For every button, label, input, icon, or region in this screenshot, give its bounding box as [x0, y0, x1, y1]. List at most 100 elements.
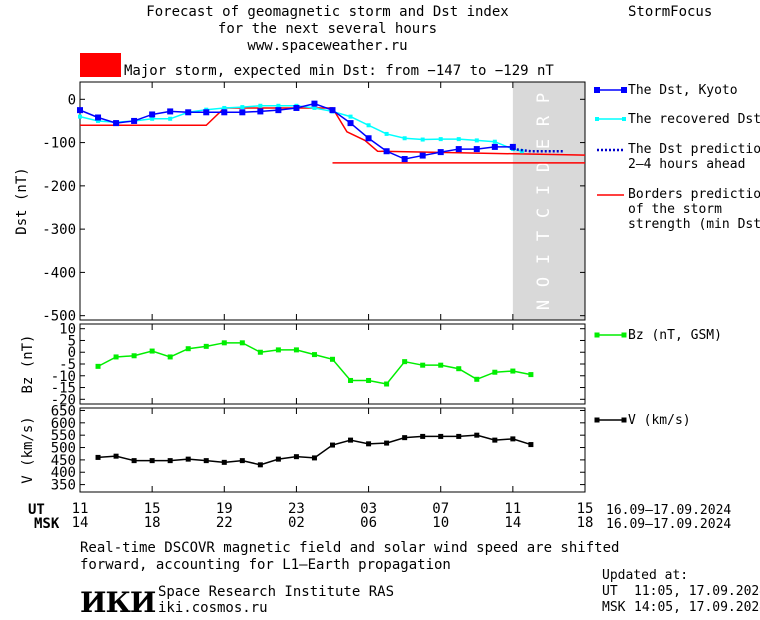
v-point: [167, 458, 173, 464]
recovered-dst-point: [222, 105, 227, 110]
y-tick-label: -5: [59, 357, 76, 373]
v-point: [113, 453, 119, 459]
y-tick-label: 600: [51, 416, 76, 432]
legend-symbol-recovered-marker: [595, 117, 599, 121]
v-point: [438, 433, 444, 439]
footer-note-line2: forward, accounting for L1–Earth propaga…: [80, 557, 451, 573]
bz-point: [474, 376, 480, 382]
bz-point: [330, 356, 335, 362]
y-tick-label: -10: [51, 369, 76, 385]
dst-kyoto-point: [365, 135, 372, 142]
legend-symbol-bz-marker: [621, 332, 627, 338]
legend-dst-kyoto: The Dst, Kyoto: [628, 83, 738, 98]
y-tick-label: 550: [51, 428, 76, 444]
dst-kyoto-point: [329, 107, 336, 114]
ut-axis-label: UT: [28, 502, 45, 518]
bz-point: [275, 347, 281, 353]
y-tick-label: -15: [51, 381, 76, 397]
dst-kyoto-point: [293, 104, 300, 111]
bz-point: [239, 340, 245, 346]
msk-tick-label: 14: [504, 515, 521, 531]
y-tick-label: -400: [42, 265, 76, 281]
bz-point: [438, 362, 444, 368]
prediction-label-letter: O: [534, 277, 554, 287]
updated-label: Updated at:: [602, 568, 689, 583]
prediction-band: [512, 82, 585, 320]
v-point: [384, 440, 390, 446]
y-axis-title: Dst (nT): [14, 167, 30, 234]
legend-dst-prediction-2: 2–4 hours ahead: [628, 157, 746, 172]
bz-point: [95, 363, 101, 369]
borders-upper-line: [80, 107, 586, 156]
y-tick-label: -300: [42, 222, 76, 238]
v-point: [185, 456, 191, 462]
v-point: [366, 441, 372, 447]
dst-kyoto-point: [455, 146, 462, 153]
y-tick-label: 10: [59, 322, 76, 338]
v-point: [402, 435, 408, 441]
dst-kyoto-point: [149, 111, 156, 118]
bz-point: [257, 349, 263, 355]
bz-point: [402, 359, 408, 365]
bz-point: [221, 340, 227, 346]
prediction-label-letter: T: [534, 231, 554, 241]
recovered-dst-point: [402, 136, 407, 141]
legend-symbol-v-marker: [621, 417, 627, 423]
recovered-dst-point: [474, 138, 479, 143]
panel-frame: [79, 407, 586, 493]
ut-tick-label: 15: [577, 501, 594, 517]
bz-point: [311, 352, 317, 358]
bz-point: [293, 347, 299, 353]
ut-tick-label: 03: [360, 501, 377, 517]
dst-kyoto-line: [79, 102, 513, 160]
msk-tick-label: 14: [72, 515, 89, 531]
v-point: [149, 458, 155, 464]
prediction-label-letter: P: [534, 93, 554, 103]
dst-kyoto-point: [347, 120, 354, 127]
recovered-dst-point: [150, 116, 155, 121]
dst-kyoto-point: [491, 143, 498, 150]
bz-line: [97, 342, 532, 385]
storm-forecast-text: Major storm, expected min Dst: from −147…: [124, 63, 554, 79]
legend-dst-prediction-1: The Dst prediction: [628, 142, 760, 157]
recovered-dst-point: [96, 118, 101, 123]
y-tick-label: 500: [51, 441, 76, 457]
dst-kyoto-point: [437, 149, 444, 156]
v-point: [474, 432, 480, 438]
institute-name: Space Research Institute RAS: [158, 584, 395, 600]
dst-kyoto-point: [167, 108, 174, 115]
y-axis-title: Bz (nT): [20, 334, 36, 393]
v-point: [203, 458, 209, 464]
v-point: [239, 458, 245, 464]
recovered-dst-point: [420, 137, 425, 142]
ut-tick-label: 19: [216, 501, 233, 517]
dst-kyoto-point: [509, 143, 516, 150]
prediction-label-letter: R: [534, 115, 554, 126]
dst-kyoto-point: [95, 114, 102, 121]
msk-tick-label: 18: [144, 515, 161, 531]
y-tick-label: -100: [42, 136, 76, 152]
recovered-dst-point: [366, 123, 371, 128]
v-point: [275, 456, 281, 462]
legend-symbol-v-marker: [594, 417, 600, 423]
ut-tick-label: 11: [504, 501, 521, 517]
legend-borders-3: strength (min Dst): [628, 217, 760, 232]
v-point: [330, 442, 335, 448]
dst-kyoto-point: [473, 146, 480, 153]
msk-tick-label: 10: [432, 515, 449, 531]
msk-axis-label: MSK: [34, 516, 60, 532]
y-tick-label: 350: [51, 478, 76, 494]
dst-kyoto-point: [239, 109, 246, 116]
bz-point: [167, 354, 173, 360]
prediction-label-letter: N: [534, 300, 554, 310]
recovered-dst-point: [456, 137, 461, 142]
legend-symbol-bz-marker: [594, 332, 600, 338]
storm-level-swatch: [80, 53, 121, 77]
legend-symbol-recovered-marker: [622, 117, 626, 121]
bz-point: [456, 366, 462, 372]
y-axis-title: V (km/s): [20, 416, 36, 483]
bz-point: [528, 372, 534, 378]
bz-point: [384, 381, 390, 387]
prediction-label-letter: C: [534, 208, 554, 218]
y-tick-label: -20: [51, 392, 76, 408]
